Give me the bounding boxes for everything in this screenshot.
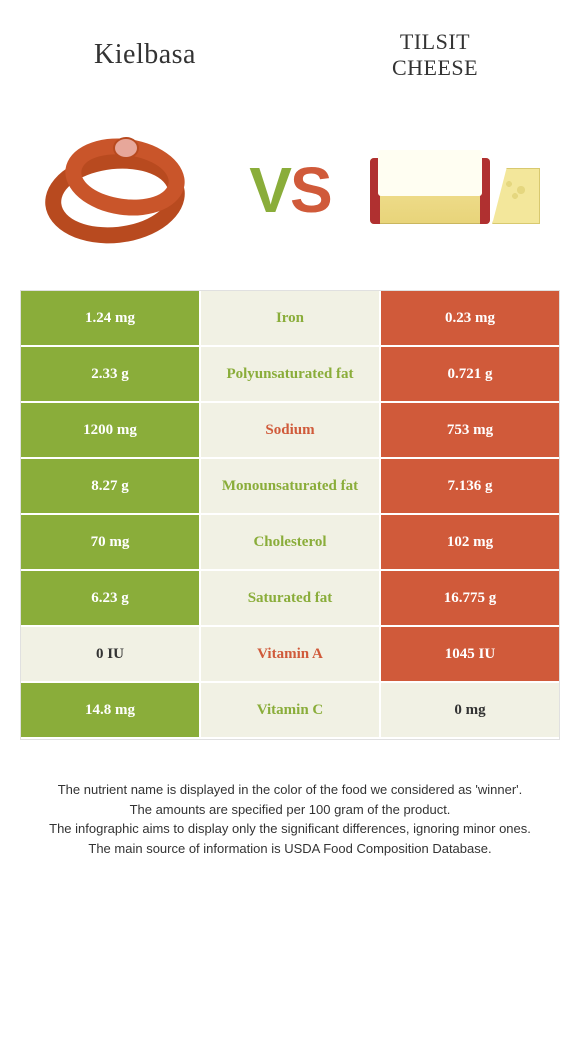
left-value: 14.8 mg [21, 683, 201, 739]
right-value: 0.721 g [381, 347, 559, 403]
right-value: 102 mg [381, 515, 559, 571]
footer-line: The infographic aims to display only the… [24, 819, 556, 839]
nutrient-label: Polyunsaturated fat [201, 347, 381, 403]
tilsit-image [370, 130, 540, 250]
right-value: 7.136 g [381, 459, 559, 515]
vs-v: V [249, 154, 290, 226]
table-row: 6.23 gSaturated fat16.775 g [21, 571, 559, 627]
hero-row: VS [0, 110, 580, 270]
vs-label: VS [249, 153, 330, 227]
header-right: TILSIT CHEESE [290, 29, 580, 82]
nutrient-label: Cholesterol [201, 515, 381, 571]
comparison-table: 1.24 mgIron0.23 mg2.33 gPolyunsaturated … [20, 290, 560, 740]
header-right-line2: CHEESE [290, 55, 580, 81]
right-value: 1045 IU [381, 627, 559, 683]
right-value: 16.775 g [381, 571, 559, 627]
left-value: 8.27 g [21, 459, 201, 515]
right-value: 0 mg [381, 683, 559, 739]
left-value: 1200 mg [21, 403, 201, 459]
left-value: 0 IU [21, 627, 201, 683]
table-row: 2.33 gPolyunsaturated fat0.721 g [21, 347, 559, 403]
left-value: 70 mg [21, 515, 201, 571]
nutrient-label: Vitamin A [201, 627, 381, 683]
right-value: 0.23 mg [381, 291, 559, 347]
table-row: 8.27 gMonounsaturated fat7.136 g [21, 459, 559, 515]
vs-s: S [290, 154, 331, 226]
header-right-line1: TILSIT [290, 29, 580, 55]
table-row: 1200 mgSodium753 mg [21, 403, 559, 459]
table-row: 1.24 mgIron0.23 mg [21, 291, 559, 347]
left-value: 6.23 g [21, 571, 201, 627]
nutrient-label: Iron [201, 291, 381, 347]
footer-line: The main source of information is USDA F… [24, 839, 556, 859]
footer-line: The amounts are specified per 100 gram o… [24, 800, 556, 820]
table-row: 0 IUVitamin A1045 IU [21, 627, 559, 683]
header-left: Kielbasa [0, 39, 290, 71]
table-row: 14.8 mgVitamin C0 mg [21, 683, 559, 739]
nutrient-label: Saturated fat [201, 571, 381, 627]
footer-line: The nutrient name is displayed in the co… [24, 780, 556, 800]
footer-notes: The nutrient name is displayed in the co… [0, 760, 580, 878]
header: Kielbasa TILSIT CHEESE [0, 0, 580, 110]
kielbasa-image [40, 130, 210, 250]
table-row: 70 mgCholesterol102 mg [21, 515, 559, 571]
left-value: 2.33 g [21, 347, 201, 403]
nutrient-label: Sodium [201, 403, 381, 459]
left-value: 1.24 mg [21, 291, 201, 347]
nutrient-label: Vitamin C [201, 683, 381, 739]
right-value: 753 mg [381, 403, 559, 459]
nutrient-label: Monounsaturated fat [201, 459, 381, 515]
